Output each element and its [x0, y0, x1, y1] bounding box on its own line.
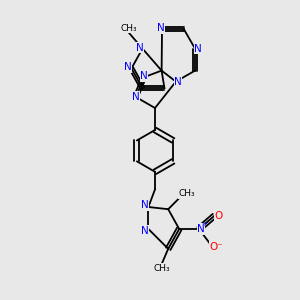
Text: N: N [157, 23, 165, 34]
Text: N: N [136, 43, 143, 52]
Text: N: N [132, 92, 140, 102]
Text: O⁻: O⁻ [209, 242, 223, 252]
Text: O: O [214, 211, 223, 221]
Text: N: N [140, 226, 148, 236]
Text: N: N [197, 224, 205, 234]
Text: CH₃: CH₃ [153, 264, 170, 273]
Text: N: N [194, 44, 202, 54]
Text: CH₃: CH₃ [178, 190, 195, 199]
Text: N: N [140, 200, 148, 210]
Text: +: + [201, 221, 207, 227]
Text: CH₃: CH₃ [121, 24, 138, 33]
Text: N: N [124, 62, 131, 72]
Text: N: N [140, 71, 148, 81]
Text: N: N [174, 76, 182, 87]
